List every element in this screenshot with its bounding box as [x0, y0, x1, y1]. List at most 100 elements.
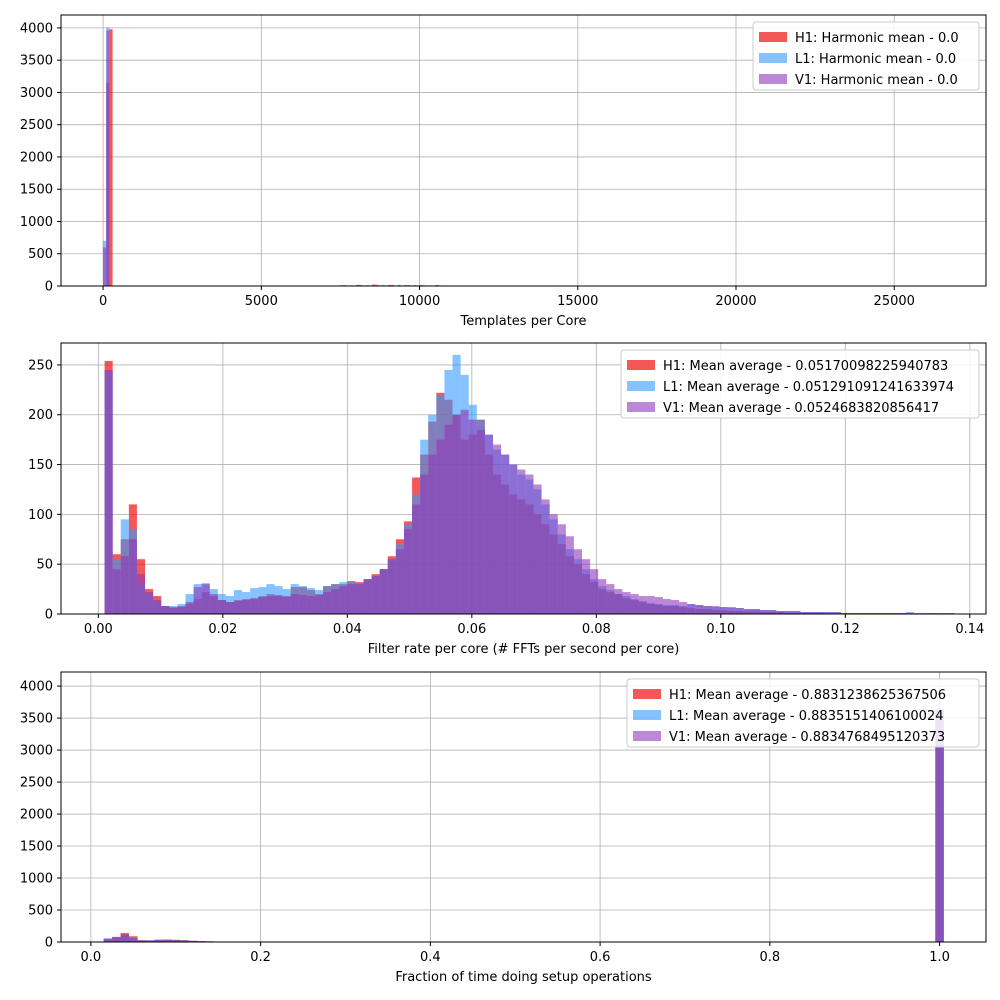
histogram-bar	[727, 607, 736, 614]
legend-box	[620, 349, 980, 419]
y-tick-label: 2500	[20, 776, 53, 791]
legend-swatch	[633, 731, 661, 741]
histogram-bar	[654, 597, 663, 614]
histogram-bar	[179, 940, 189, 942]
histogram-bar	[573, 549, 583, 614]
legend-swatch	[759, 53, 787, 63]
histogram-bar	[525, 474, 534, 614]
legend-entry: H1: Mean average - 0.05170098225940783	[663, 359, 948, 374]
y-tick-label: 3500	[20, 712, 53, 727]
legend-entry: V1: Harmonic mean - 0.0	[795, 73, 958, 88]
histogram-bar	[146, 940, 155, 942]
histogram-bar	[703, 606, 712, 614]
x-tick-label: 0.4	[420, 950, 441, 965]
series-v1	[104, 369, 955, 614]
histogram-bar	[372, 284, 376, 286]
histogram-bar	[128, 539, 137, 614]
histogram-bar	[501, 454, 510, 614]
histogram-bar	[420, 474, 429, 614]
histogram-bar	[403, 529, 413, 614]
y-tick-label: 1000	[20, 215, 53, 230]
histogram-bar	[436, 439, 445, 614]
x-tick-label: 0.08	[582, 622, 611, 637]
legend-entry: L1: Mean average - 0.8835151406100024	[669, 709, 944, 724]
histogram-bar	[816, 612, 825, 614]
histogram-bar	[314, 595, 324, 614]
histogram-bar	[452, 414, 461, 614]
histogram-bar	[808, 612, 817, 614]
histogram-bar	[153, 600, 162, 614]
histogram-bar	[356, 284, 360, 286]
legend: H1: Harmonic mean - 0.0 L1: Harmonic mean…	[752, 21, 980, 91]
series-h1	[106, 29, 493, 286]
histogram-bar	[129, 938, 138, 942]
x-tick-label: 0	[99, 294, 107, 309]
histogram-bar	[509, 464, 518, 614]
histogram-bar	[541, 499, 550, 614]
histogram-bar	[679, 602, 688, 614]
histogram-bar	[136, 574, 146, 614]
histogram-bar	[751, 609, 761, 614]
histogram-bar	[557, 524, 566, 614]
y-tick-label: 500	[28, 904, 53, 919]
y-tick-label: 0	[45, 608, 53, 623]
grid	[61, 672, 986, 943]
histogram-bar	[225, 602, 235, 614]
histogram-bar	[375, 284, 379, 286]
histogram-bar	[768, 610, 777, 614]
histogram-bar	[266, 596, 275, 614]
legend-entry: L1: Harmonic mean - 0.0	[795, 52, 956, 67]
x-tick-label: 0.8	[759, 950, 780, 965]
x-tick-label: 0.2	[250, 950, 271, 965]
histogram-bar	[662, 599, 672, 614]
histogram-bar	[217, 600, 226, 614]
histogram-bar	[622, 592, 631, 614]
histogram-bar	[444, 424, 453, 614]
legend-swatch	[633, 710, 661, 720]
legend-swatch	[633, 689, 661, 699]
legend-box	[752, 21, 980, 91]
panel-filter-rate-per-core: 0.00 0.02 0.04 0.06 0.08 0.10 0.12 0.14 Filter r…	[28, 342, 987, 657]
histogram-bar	[120, 934, 130, 942]
histogram-bar	[103, 247, 107, 286]
histogram-bar	[298, 595, 307, 614]
y-tick-label: 200	[28, 408, 53, 423]
histogram-bar	[177, 607, 186, 614]
histogram-bar	[582, 559, 591, 614]
x-tick-label: 0.12	[831, 622, 860, 637]
legend-swatch	[759, 32, 787, 42]
histogram-bar	[590, 569, 599, 614]
histogram-bar	[517, 469, 526, 614]
histogram-bar	[290, 594, 299, 614]
histogram-bar	[760, 610, 769, 614]
histogram-bar	[638, 596, 647, 614]
x-tick-label: 0.10	[706, 622, 735, 637]
histogram-bar	[832, 612, 841, 614]
histogram-bar	[484, 434, 493, 614]
y-tick-label: 2500	[20, 118, 53, 133]
histogram-bar	[112, 937, 121, 942]
histogram-bar	[112, 569, 121, 614]
y-tick-label: 1500	[20, 183, 53, 198]
y-tick-label: 3500	[20, 54, 53, 69]
histogram-bar	[371, 576, 380, 614]
histogram-bar	[719, 607, 728, 614]
axes-frame	[60, 342, 987, 615]
y-tick-label: 3000	[20, 86, 53, 101]
histogram-bar	[331, 589, 340, 614]
axes-frame	[60, 14, 987, 287]
histogram-bar	[120, 556, 129, 614]
x-tick-label: 5000	[245, 294, 278, 309]
y-axis: 0 50 100 150 200 250	[28, 358, 61, 623]
histogram-bar	[106, 30, 110, 286]
legend-entry: H1: Harmonic mean - 0.0	[795, 31, 959, 46]
y-tick-label: 50	[36, 558, 53, 573]
y-tick-label: 150	[28, 458, 53, 473]
y-tick-label: 1500	[20, 840, 53, 855]
histogram-bar	[824, 612, 833, 614]
y-tick-label: 0	[45, 936, 53, 951]
legend-swatch	[627, 360, 655, 370]
series-v1	[103, 30, 474, 286]
histogram-bar	[395, 549, 404, 614]
